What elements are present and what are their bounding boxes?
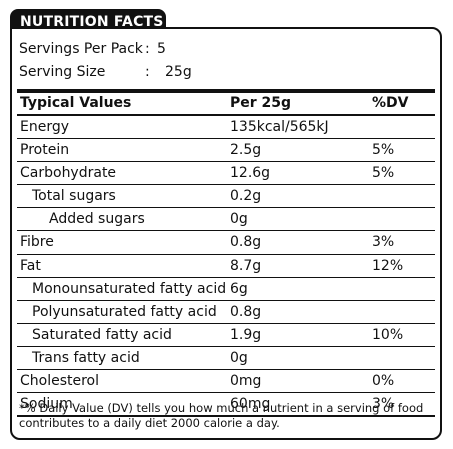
nutrient-dv: 12% <box>372 257 404 274</box>
header-divider <box>17 89 435 93</box>
nutrient-name: Cholesterol <box>20 373 100 390</box>
table-row: Fat 8.7g 12% <box>17 253 435 277</box>
nutrient-value: 1.9g <box>230 326 262 343</box>
nutrient-dv: 3% <box>372 396 395 413</box>
nutrition-panel: Servings Per Pack:5 Serving Size:25g Typ… <box>10 27 442 440</box>
servings-per-pack-label: Servings Per Pack <box>19 41 143 57</box>
nutrient-value: 60mg <box>230 396 271 413</box>
servings-per-pack-value: 5 <box>157 41 166 57</box>
table-row: Energy 135kcal/565kJ <box>17 114 435 138</box>
table-row: Added sugars 0g <box>17 207 435 230</box>
header-daily-value: %DV <box>372 95 409 111</box>
table-row: Trans fatty acid 0g <box>17 345 435 369</box>
nutrient-dv: 5% <box>372 142 395 159</box>
serving-size-colon: : <box>145 64 150 80</box>
header-per-serving: Per 25g <box>230 95 292 111</box>
nutrient-table: Energy 135kcal/565kJ Protein 2.5g 5% Car… <box>17 114 435 418</box>
nutrient-value: 8.7g <box>230 257 262 274</box>
nutrient-name: Fibre <box>20 234 54 251</box>
table-header: Typical Values Per 25g %DV <box>17 92 435 114</box>
daily-value-footnote: *% Daily Value (DV) tells you how much a… <box>19 401 424 430</box>
table-row: Monounsaturated fatty acid 6g <box>17 276 435 300</box>
nutrient-name: Carbohydrate <box>20 165 117 182</box>
nutrient-name: Total sugars <box>32 188 116 205</box>
table-row: Total sugars 0.2g <box>17 184 435 207</box>
nutrient-name: Added sugars <box>49 211 145 228</box>
nutrient-value: 2.5g <box>230 142 262 159</box>
nutrient-name: Fat <box>20 257 41 274</box>
serving-size-value: 25g <box>165 64 192 80</box>
nutrient-name: Trans fatty acid <box>32 349 140 366</box>
nutrient-dv: 10% <box>372 326 404 343</box>
table-row: Protein 2.5g 5% <box>17 138 435 161</box>
table-row: Polyunsaturated fatty acid 0.8g <box>17 299 435 323</box>
nutrient-dv: 0% <box>372 373 395 390</box>
nutrient-value: 0.8g <box>230 234 262 251</box>
nutrient-value: 6g <box>230 280 248 297</box>
nutrient-value: 12.6g <box>230 165 271 182</box>
table-row: Carbohydrate 12.6g 5% <box>17 161 435 184</box>
nutrient-value: 0g <box>230 211 248 228</box>
nutrient-value: 135kcal/565kJ <box>230 119 329 135</box>
nutrient-name: Monounsaturated fatty acid <box>32 280 227 297</box>
nutrient-name: Sodium <box>20 396 73 413</box>
nutrient-name: Saturated fatty acid <box>32 326 172 343</box>
nutrient-value: 0.8g <box>230 303 262 320</box>
table-row: Cholesterol 0mg 0% <box>17 369 435 392</box>
nutrient-name: Polyunsaturated fatty acid <box>32 303 217 320</box>
table-row: Saturated fatty acid 1.9g 10% <box>17 322 435 346</box>
nutrient-name: Protein <box>20 142 70 159</box>
header-typical-values: Typical Values <box>20 95 132 111</box>
serving-size: Serving Size:25g <box>19 62 192 82</box>
nutrient-value: 0g <box>230 349 248 366</box>
nutrient-name: Energy <box>20 119 70 135</box>
nutrient-value: 0.2g <box>230 188 262 205</box>
nutrient-dv: 5% <box>372 165 395 182</box>
nutrient-dv: 3% <box>372 234 395 251</box>
servings-per-pack-colon: : <box>145 41 150 57</box>
table-row: Fibre 0.8g 3% <box>17 230 435 253</box>
table-row: Sodium 60mg 3% <box>17 392 435 418</box>
serving-size-label: Serving Size <box>19 64 106 80</box>
nutrient-value: 0mg <box>230 373 262 390</box>
servings-per-pack: Servings Per Pack:5 <box>19 39 166 59</box>
